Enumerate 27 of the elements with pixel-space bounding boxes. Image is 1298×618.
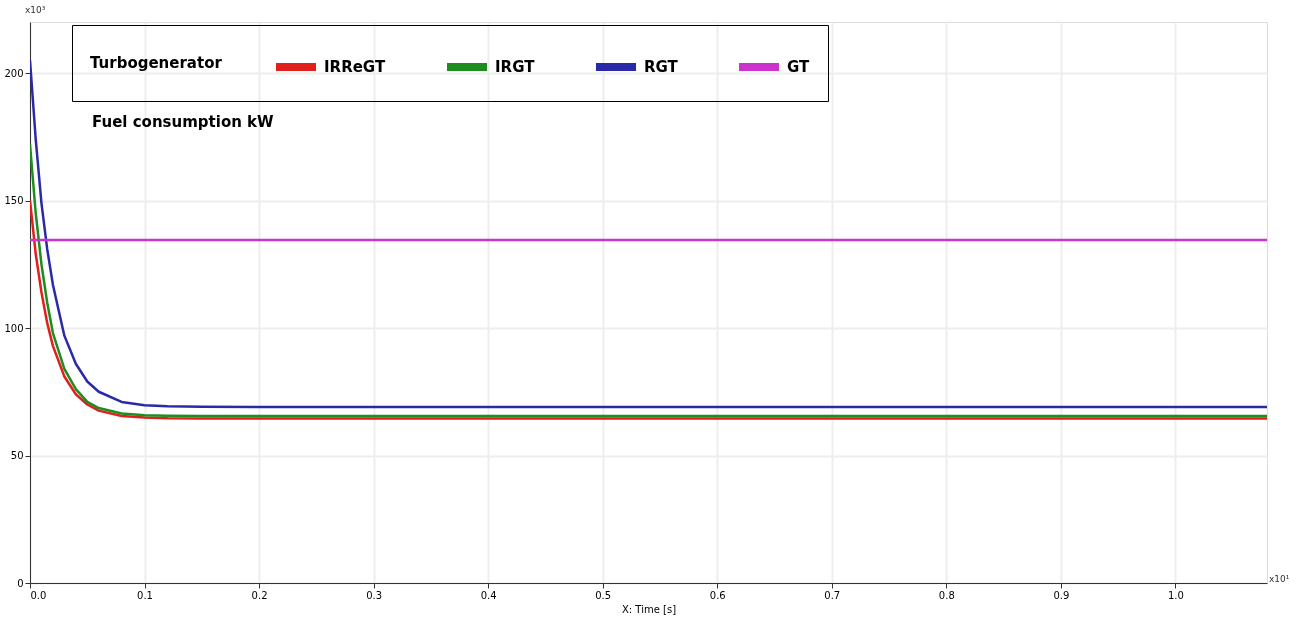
x-tick-label: 0.5 (595, 589, 612, 601)
legend-label: IRGT (495, 58, 536, 76)
x-tick-label: 0.8 (938, 589, 955, 601)
x-tick-label: 0.0 (30, 589, 47, 601)
legend-label: GT (787, 58, 811, 76)
y-tick-label: 100 (4, 322, 24, 334)
legend-label: IRReGT (324, 58, 386, 76)
y-tick-label: 50 (10, 450, 24, 461)
x-tick-label: 0.7 (824, 589, 841, 601)
x-tick-label: 1.0 (1167, 589, 1184, 601)
x-tick-label: 0.4 (480, 589, 497, 601)
x-tick-label: 0.2 (251, 589, 268, 601)
text: x10³ (25, 5, 46, 15)
legend-title: Turbogenerator (90, 54, 223, 72)
line-series (30, 143, 1267, 418)
text: x10¹ (1269, 574, 1290, 584)
y-tick-label: 0 (17, 577, 24, 589)
y-axis-title: Fuel consumption kW (92, 113, 275, 131)
y-tick-label: 150 (4, 195, 24, 206)
x-tick-label: 0.1 (137, 589, 153, 601)
y-tick-label: 200 (4, 67, 24, 79)
legend-label: RGT (644, 58, 679, 76)
line-series (30, 199, 1267, 420)
x-tick-label: 0.6 (709, 589, 726, 601)
x-tick-label: 0.3 (366, 589, 383, 601)
x-axis-title: X: Time [s] (621, 603, 677, 615)
x-tick-label: 0.9 (1053, 589, 1070, 601)
